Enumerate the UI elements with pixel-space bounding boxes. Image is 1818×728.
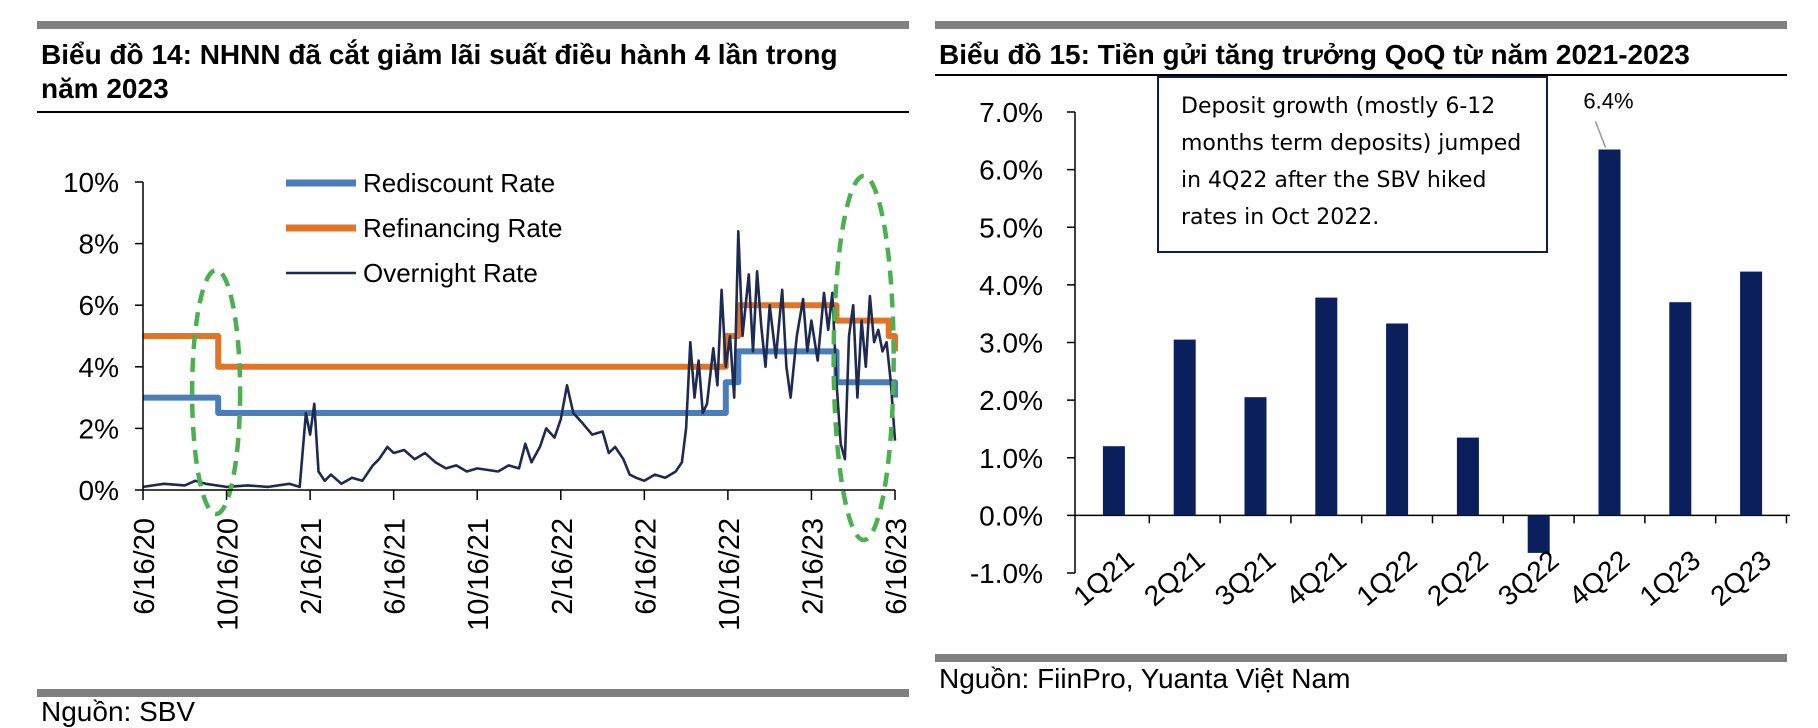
- x-tick-label: 2Q23: [1705, 544, 1777, 612]
- x-tick-label: 4Q22: [1563, 544, 1635, 612]
- annotation-box: Deposit growth (mostly 6-12 months term …: [1157, 76, 1548, 253]
- highlight-ellipse-2020: [189, 267, 243, 517]
- series-line-overnight-rate: [142, 230, 897, 489]
- bar-4q21: [1315, 297, 1338, 516]
- chart-14-source: Nguồn: SBV: [41, 696, 196, 727]
- y-tick-label: 4.0%: [979, 270, 1043, 301]
- legend-label: Refinancing Rate: [363, 213, 562, 243]
- right-chart-panel: Biểu đồ 15: Tiền gửi tăng trưởng QoQ từ …: [935, 0, 1818, 726]
- x-tick-label: 6/16/22: [630, 518, 662, 615]
- top-rule: [37, 21, 909, 29]
- x-tick-label: 6/16/20: [129, 518, 161, 615]
- x-tick-label: 3Q21: [1209, 544, 1281, 612]
- y-tick-label: 2.0%: [979, 385, 1043, 416]
- line-chart: 0%2%4%6%8%10% 6/16/20 10/16/20 2/16/21 6/16…: [63, 167, 910, 631]
- y-tick-label: 5.0%: [979, 212, 1043, 243]
- title-underline: [935, 74, 1787, 76]
- y-tick-label: 4%: [79, 352, 119, 383]
- y-tick-label: 6.0%: [979, 155, 1043, 186]
- bar-3q22: [1527, 515, 1550, 553]
- y-tick-label: 8%: [79, 229, 119, 260]
- bar-chart: -1.0% 0.0% 1.0% 2.0% 3.0% 4.0% 5.0% 6.0% 7.0% 1Q…: [970, 88, 1790, 612]
- x-tick-label: 6/16/23: [881, 518, 910, 615]
- series-line-rediscount-rate: [143, 348, 898, 416]
- callout-leader: [1594, 121, 1607, 148]
- bar-2q23: [1740, 271, 1763, 516]
- x-tick-label: 3Q22: [1492, 544, 1564, 612]
- chart-15-source: Nguồn: FiinPro, Yuanta Việt Nam: [939, 663, 1351, 694]
- title-underline: [37, 111, 909, 113]
- series-line-refinancing-rate: [143, 302, 898, 370]
- x-tick-label: 2Q21: [1138, 544, 1210, 612]
- bar-4q22: [1598, 149, 1621, 516]
- bottom-rule: [935, 654, 1787, 662]
- bar-1q22: [1386, 323, 1409, 516]
- x-tick-label: 6/16/21: [380, 518, 412, 615]
- series-group: [142, 230, 898, 489]
- y-tick-label: 0.0%: [979, 500, 1043, 531]
- x-tick-label: 2/16/22: [547, 518, 579, 615]
- x-tick-label: 2Q22: [1421, 544, 1493, 612]
- bar-1q23: [1669, 302, 1692, 516]
- x-tick-label: 4Q21: [1280, 544, 1352, 612]
- y-tick-label: 3.0%: [979, 328, 1043, 359]
- left-chart-panel: Biểu đồ 14: NHNN đã cắt giảm lãi suất đi…: [0, 0, 910, 727]
- x-tick-label: 2/16/21: [296, 518, 328, 615]
- data-label-4q22: 6.4%: [1583, 88, 1633, 113]
- top-rule: [935, 21, 1787, 29]
- x-tick-label: 10/16/20: [213, 518, 245, 631]
- x-tick-label: 1Q22: [1351, 544, 1423, 612]
- bar-2q21: [1173, 339, 1196, 516]
- bottom-rule: [37, 689, 909, 697]
- y-tick-label: 7.0%: [979, 97, 1043, 128]
- x-tick-label: 1Q23: [1634, 544, 1706, 612]
- chart-15-title: Biểu đồ 15: Tiền gửi tăng trưởng QoQ từ …: [939, 39, 1690, 70]
- bars: [1102, 149, 1763, 553]
- highlight-ellipses: [189, 173, 896, 543]
- y-tick-label: 2%: [79, 413, 119, 444]
- axes: 6/16/20 10/16/20 2/16/21 6/16/21 10/16/21 2/1…: [129, 182, 910, 631]
- y-tick-label: 1.0%: [979, 443, 1043, 474]
- bar-2q22: [1456, 437, 1479, 516]
- legend-label: Overnight Rate: [363, 258, 538, 288]
- y-tick-label: -1.0%: [970, 558, 1043, 589]
- highlight-ellipse-2023: [831, 173, 896, 543]
- chart-14-title: Biểu đồ 14: NHNN đã cắt giảm lãi suất đi…: [41, 39, 838, 104]
- bar-3q21: [1244, 397, 1267, 516]
- bar-1q21: [1102, 446, 1125, 516]
- x-tick-label: 10/16/21: [463, 518, 495, 631]
- x-tick-label: 1Q21: [1067, 544, 1139, 612]
- y-tick-label: 0%: [79, 475, 119, 506]
- y-tick-label: 6%: [79, 290, 119, 321]
- legend: Rediscount Rate Refinancing Rate Overnight…: [286, 168, 562, 288]
- y-axis-ticks: 0% 2% 4% 6% 8% 10%: [63, 167, 143, 506]
- x-tick-label: 2/16/23: [797, 518, 829, 615]
- legend-label: Rediscount Rate: [363, 168, 555, 198]
- x-tick-label: 10/16/22: [714, 518, 746, 631]
- y-tick-label: 10%: [63, 167, 119, 198]
